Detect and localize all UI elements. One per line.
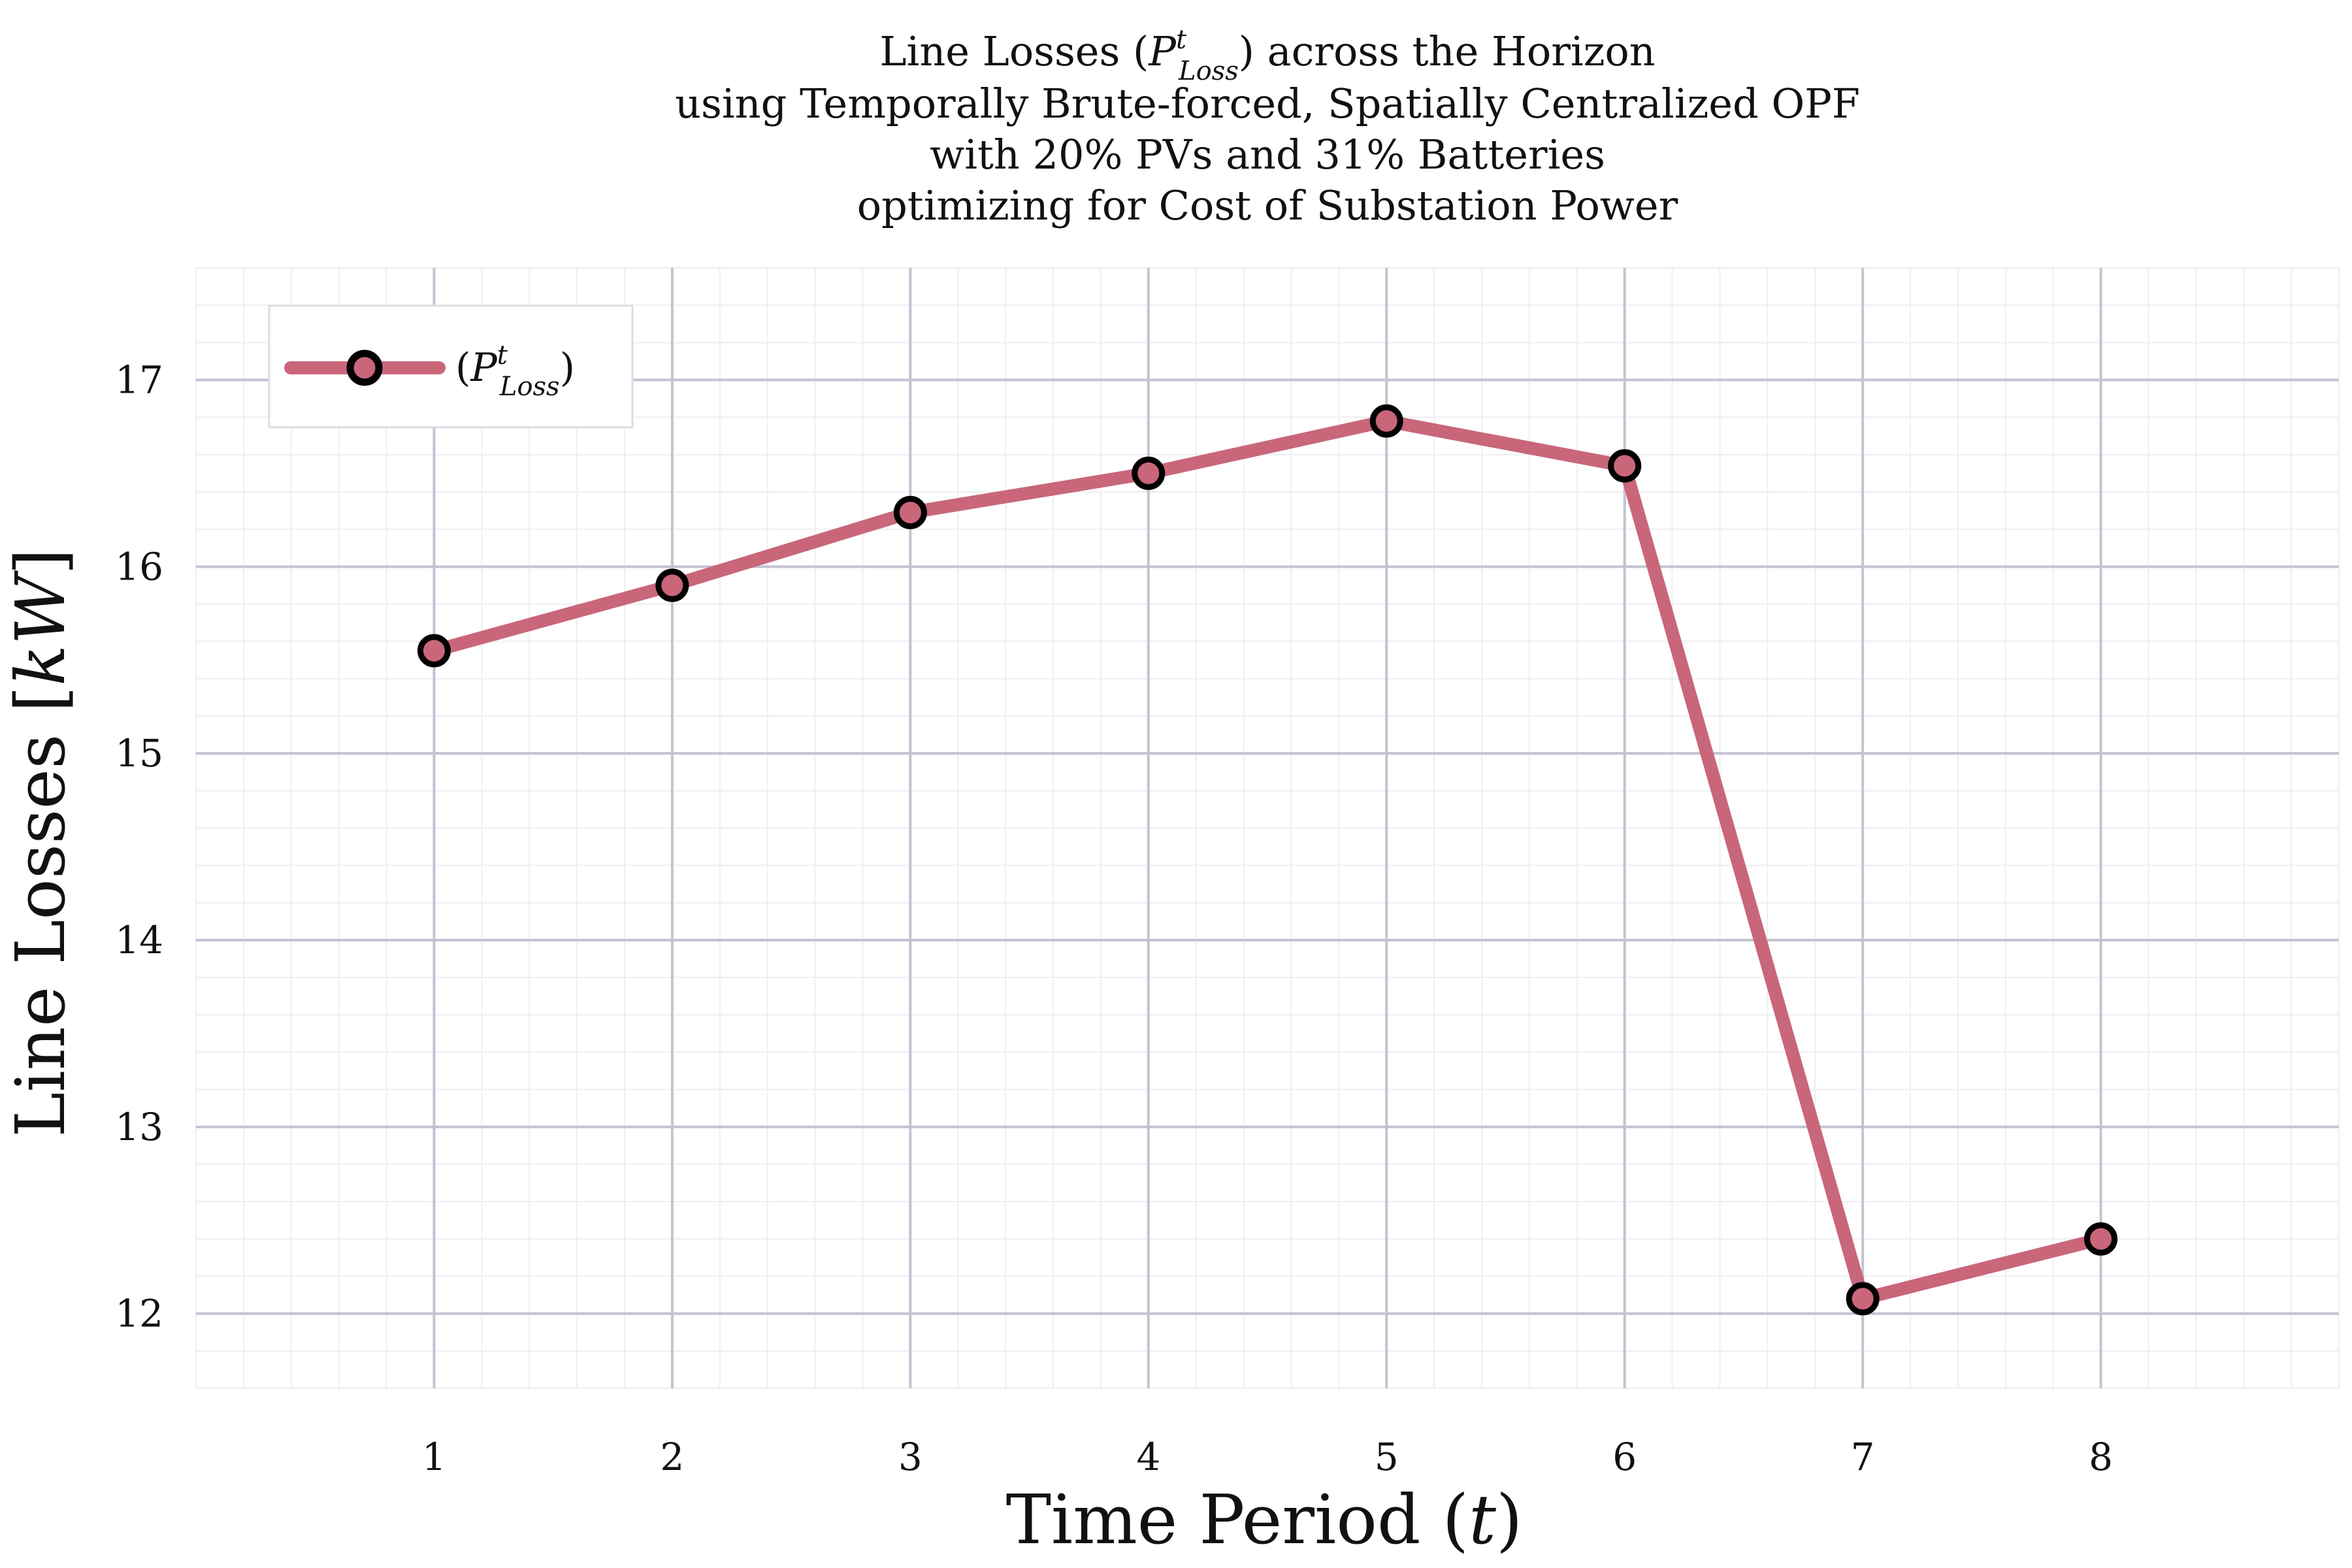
x-tick-label: 4 — [1136, 1435, 1160, 1479]
y-tick-labels: 12 13 14 15 16 17 — [115, 358, 163, 1336]
y-axis-label: Line Losses [kW] — [1, 548, 80, 1137]
series-line — [427, 414, 2108, 1305]
data-point — [1846, 1282, 1880, 1316]
chart-title: Line Losses (Pt Loss) across the Horizon … — [675, 25, 1860, 229]
x-tick-label: 5 — [1375, 1435, 1399, 1479]
y-tick-label: 17 — [115, 358, 163, 402]
x-tick-label: 6 — [1612, 1435, 1637, 1479]
title-line-2: using Temporally Brute-forced, Spatially… — [675, 80, 1860, 127]
title-line-4: optimizing for Cost of Substation Power — [857, 182, 1678, 229]
data-point — [417, 634, 451, 668]
x-tick-label: 7 — [1851, 1435, 1875, 1479]
data-point — [2084, 1222, 2118, 1256]
y-tick-label: 15 — [115, 731, 163, 776]
y-tick-label: 16 — [115, 544, 163, 589]
x-tick-labels: 1 2 3 4 5 6 7 8 — [422, 1435, 2113, 1479]
series-layer — [417, 404, 2118, 1316]
data-point — [1369, 404, 1403, 438]
legend-marker-swatch — [346, 350, 383, 386]
y-tick-label: 12 — [115, 1292, 163, 1336]
data-point — [893, 495, 927, 529]
legend-label: (Pt Loss) — [455, 340, 575, 402]
legend: (Pt Loss) — [268, 304, 634, 429]
data-point — [655, 568, 689, 602]
major-grid — [196, 268, 2339, 1388]
y-tick-label: 13 — [115, 1105, 163, 1149]
y-tick-label: 14 — [115, 918, 163, 962]
title-line-3: with 20% PVs and 31% Batteries — [930, 131, 1605, 178]
x-axis-label: Time Period (t) — [1006, 1480, 1523, 1560]
x-tick-label: 8 — [2089, 1435, 2113, 1479]
minor-grid — [195, 267, 2340, 1389]
x-tick-label: 3 — [898, 1435, 923, 1479]
data-point — [1608, 449, 1642, 483]
x-tick-label: 2 — [660, 1435, 684, 1479]
data-point — [1132, 456, 1166, 490]
x-tick-label: 1 — [422, 1435, 446, 1479]
title-line-1: Line Losses (Pt Loss) across the Horizon — [879, 25, 1655, 86]
